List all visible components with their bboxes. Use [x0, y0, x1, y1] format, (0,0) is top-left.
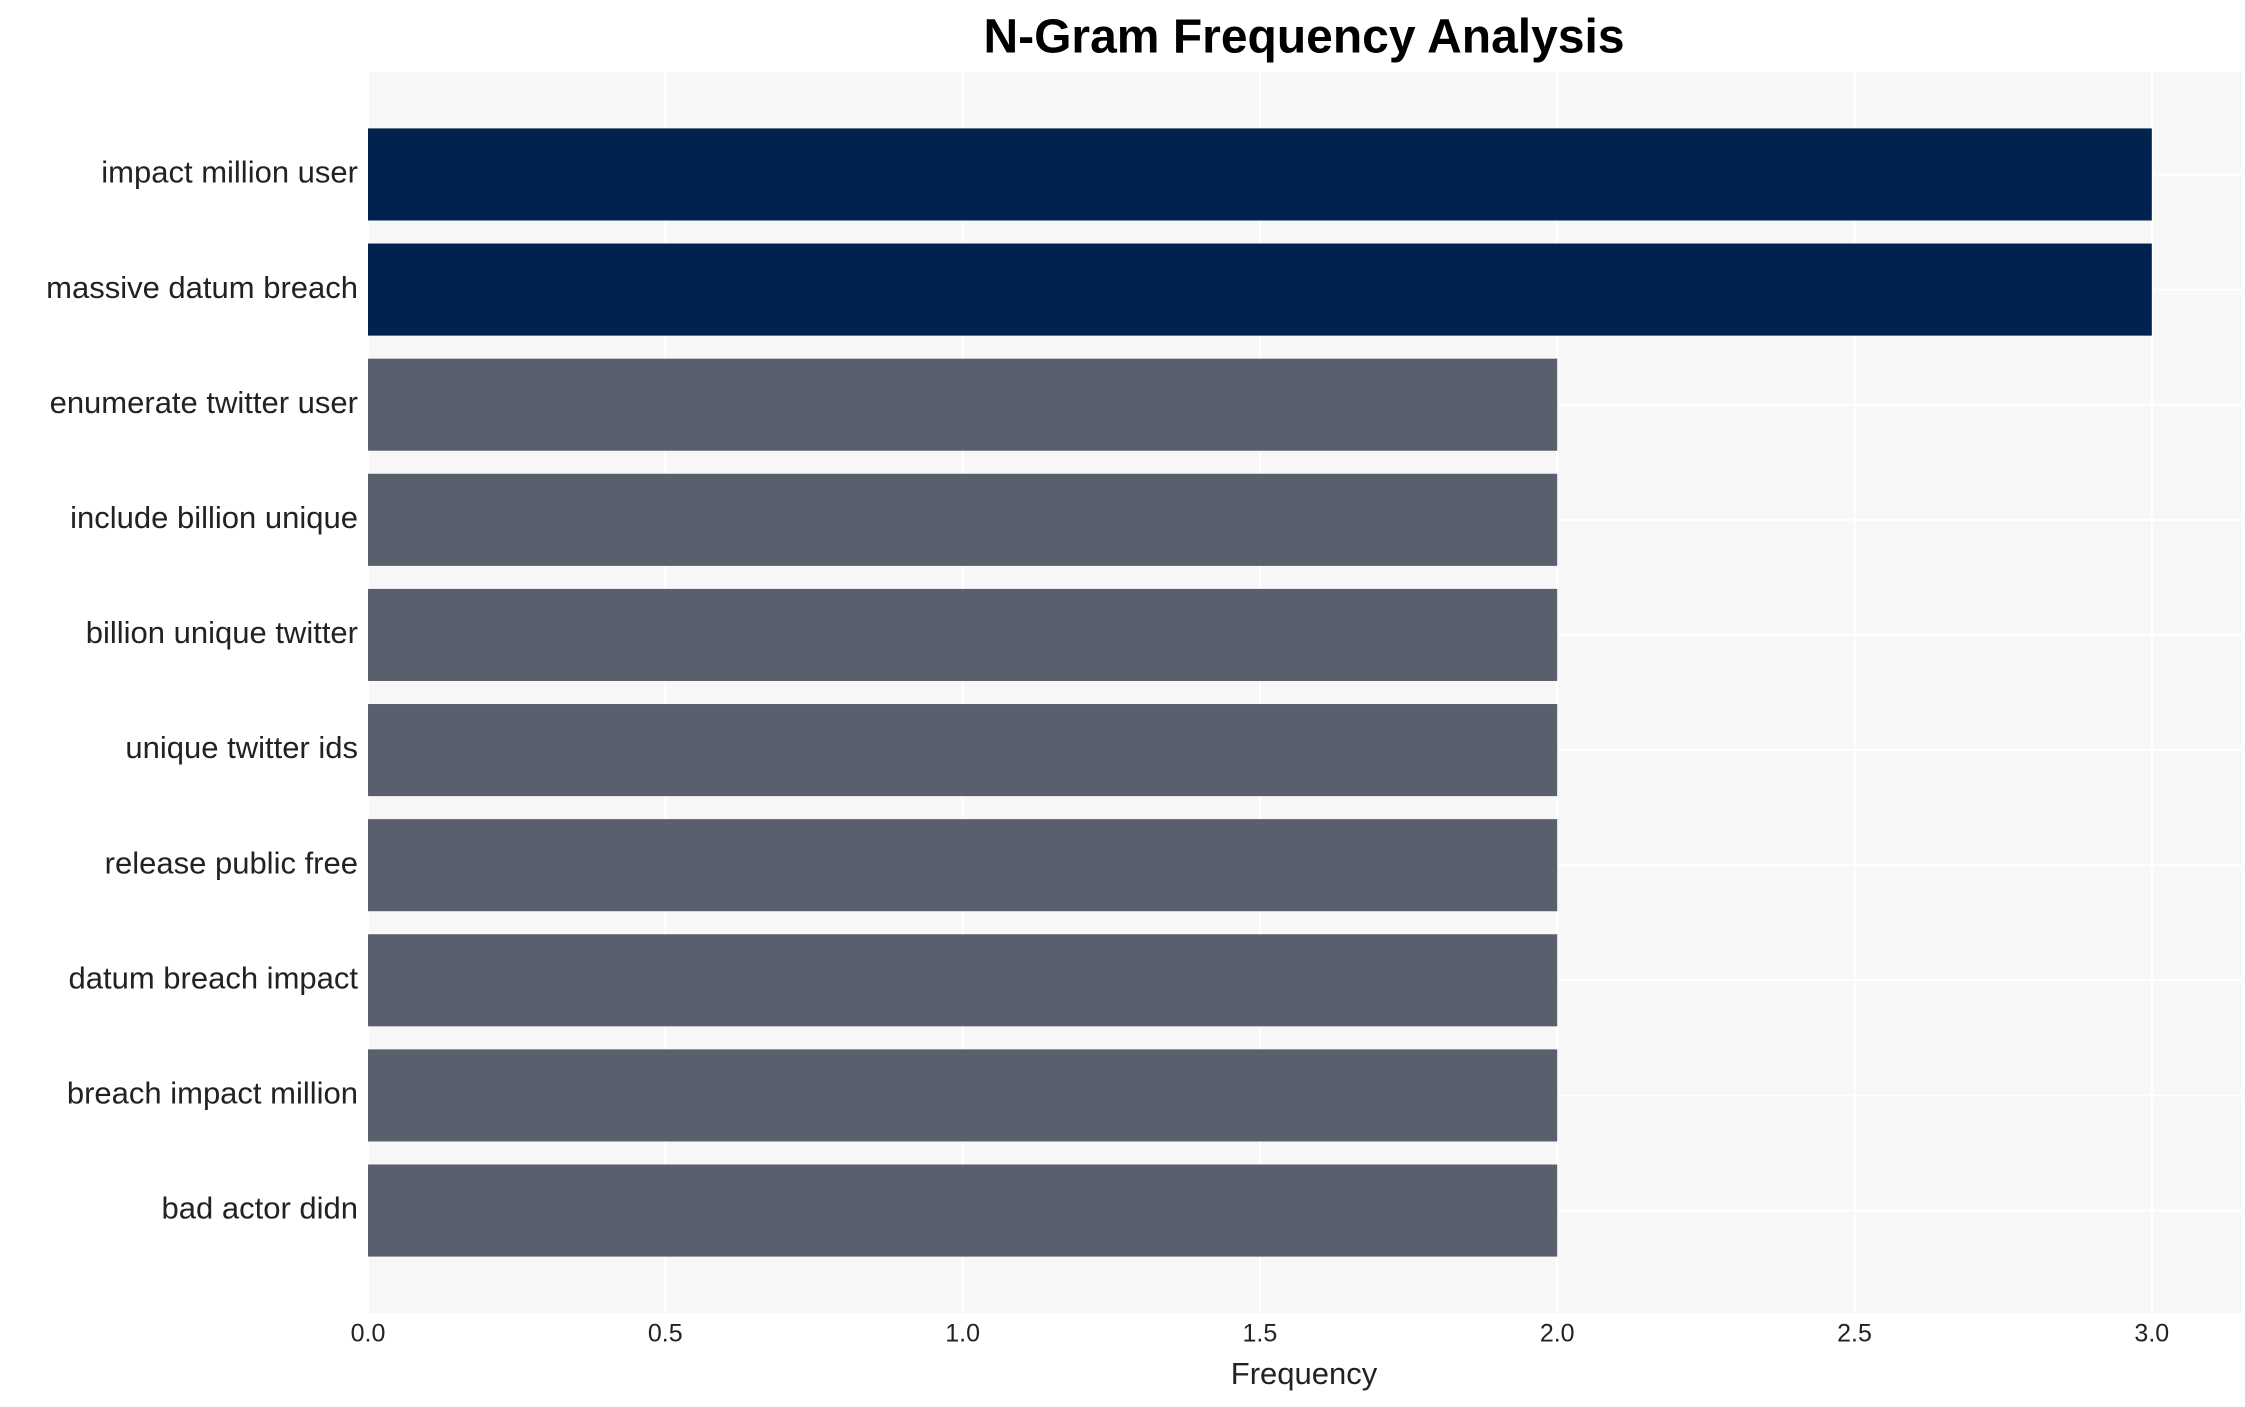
bar — [368, 1049, 1558, 1142]
y-tick-label: include billion unique — [70, 500, 358, 535]
x-tick-label: 1.0 — [945, 1320, 980, 1348]
x-axis-label: Frequency — [1231, 1356, 1378, 1391]
y-tick-label: massive datum breach — [46, 270, 358, 305]
y-tick-label: release public free — [105, 845, 358, 880]
y-tick-label: enumerate twitter user — [50, 385, 358, 420]
x-tick-label: 0.5 — [648, 1320, 683, 1348]
bar — [368, 128, 2152, 221]
bar — [368, 243, 2152, 336]
bar — [368, 473, 1558, 566]
x-tick-label: 0.0 — [351, 1320, 386, 1348]
y-tick-label: unique twitter ids — [125, 730, 358, 765]
y-tick-label: impact million user — [101, 155, 358, 190]
y-tick-label: billion unique twitter — [86, 615, 358, 650]
x-tick-label: 1.5 — [1243, 1320, 1278, 1348]
bar — [368, 588, 1558, 681]
y-tick-label: breach impact million — [67, 1076, 358, 1111]
x-tick-label: 3.0 — [2134, 1320, 2169, 1348]
bar — [368, 358, 1558, 451]
y-tick-label: bad actor didn — [162, 1191, 358, 1226]
x-tick-label: 2.0 — [1540, 1320, 1575, 1348]
x-tick-label: 2.5 — [1837, 1320, 1872, 1348]
bar — [368, 934, 1558, 1027]
bar — [368, 1164, 1558, 1257]
y-tick-label: datum breach impact — [69, 960, 359, 995]
bar — [368, 819, 1558, 912]
chart-title: N-Gram Frequency Analysis — [983, 11, 1624, 64]
bar — [368, 704, 1558, 797]
